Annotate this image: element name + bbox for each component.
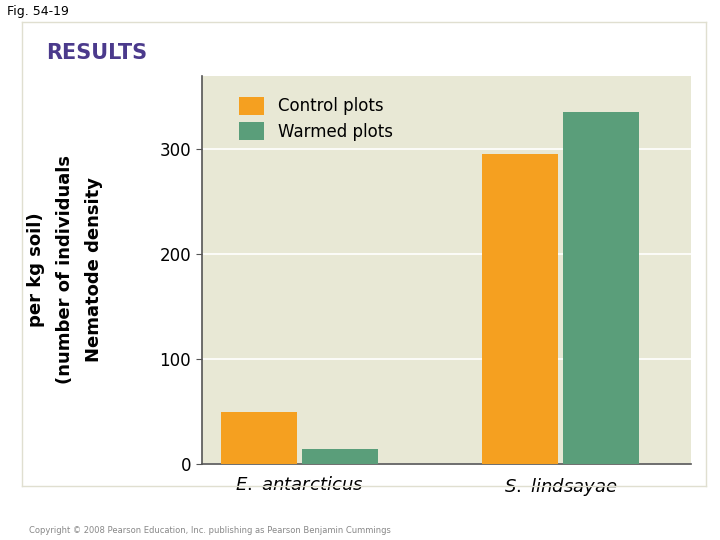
Text: per kg soil): per kg soil) (27, 213, 45, 327)
Bar (482, 154, 559, 464)
Legend: Control plots, Warmed plots: Control plots, Warmed plots (235, 92, 397, 146)
Text: Nematode density: Nematode density (85, 178, 103, 362)
Bar (302, 449, 378, 464)
Text: (number of individuals: (number of individuals (55, 156, 74, 384)
Text: Fig. 54-19: Fig. 54-19 (7, 5, 69, 18)
Text: Copyright © 2008 Pearson Education, Inc. publishing as Pearson Benjamin Cummings: Copyright © 2008 Pearson Education, Inc.… (29, 525, 391, 535)
Bar (563, 112, 639, 464)
Bar (221, 412, 297, 464)
Text: RESULTS: RESULTS (46, 43, 148, 63)
